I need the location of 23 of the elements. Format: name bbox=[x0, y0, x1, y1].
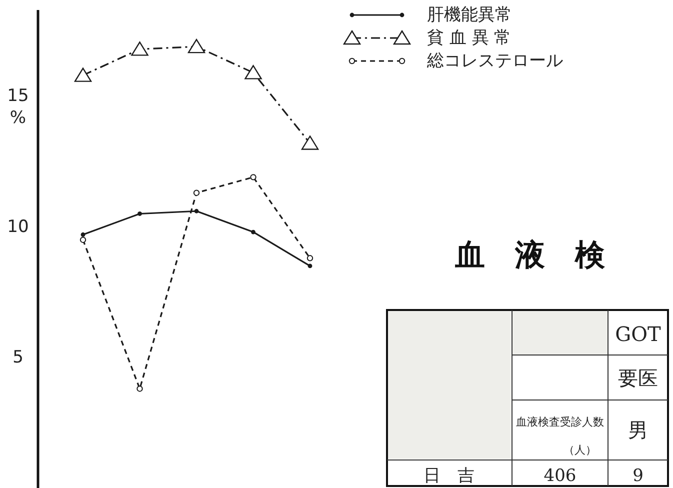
point bbox=[80, 236, 86, 243]
y-tick-label: 5 bbox=[12, 347, 24, 368]
point bbox=[301, 136, 319, 150]
point bbox=[306, 255, 314, 262]
table: 血 液 検 GOT 要医 血液検査受診人数 （人） 男 日 吉 406 9 bbox=[386, 238, 669, 487]
point bbox=[250, 174, 256, 180]
point bbox=[193, 190, 200, 196]
point bbox=[308, 264, 312, 268]
point bbox=[136, 386, 143, 392]
point bbox=[194, 208, 199, 214]
legend-label: 貧 血 異 常 bbox=[427, 28, 512, 48]
point bbox=[131, 42, 148, 56]
point bbox=[188, 38, 206, 54]
point bbox=[80, 232, 86, 237]
y-axis-title: % bbox=[10, 108, 26, 128]
point bbox=[251, 230, 256, 234]
point bbox=[138, 212, 142, 216]
point bbox=[74, 68, 92, 82]
y-tick-label: 15 bbox=[7, 86, 29, 106]
y-tick-label: 10 bbox=[7, 216, 29, 237]
legend-label: 肝機能異常 bbox=[427, 5, 512, 25]
legend-label: 総コレステロール bbox=[426, 51, 563, 71]
point bbox=[244, 65, 262, 80]
